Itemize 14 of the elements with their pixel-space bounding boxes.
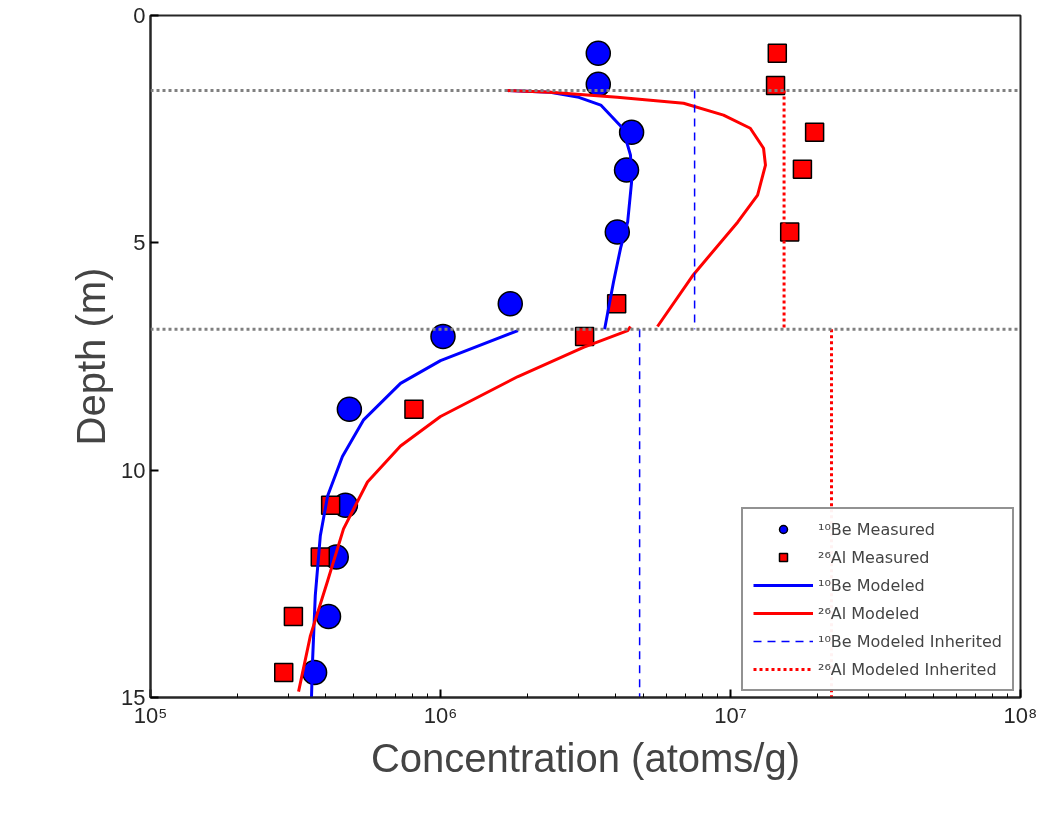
x-tick-label: 10⁶ [423,702,458,728]
legend-label: ²⁶Al Modeled [818,603,920,623]
legend-label: ²⁶Al Modeled Inherited [818,659,997,679]
y-tick-label: 10 [121,457,146,483]
x-tick-label: 10⁷ [714,702,747,728]
legend-label: ¹⁰Be Modeled [818,575,925,595]
y-tick-label: 5 [133,230,146,256]
y-axis-title: Depth (m) [69,267,114,446]
x-axis-title: Concentration (atoms/g) [370,735,801,780]
legend-label: ²⁶Al Measured [818,547,930,567]
y-tick-label: 0 [133,3,146,28]
legend-label: ¹⁰Be Modeled Inherited [818,631,1002,651]
x-tick-label: 10⁸ [1003,702,1038,728]
legend-label: ¹⁰Be Measured [818,519,935,539]
